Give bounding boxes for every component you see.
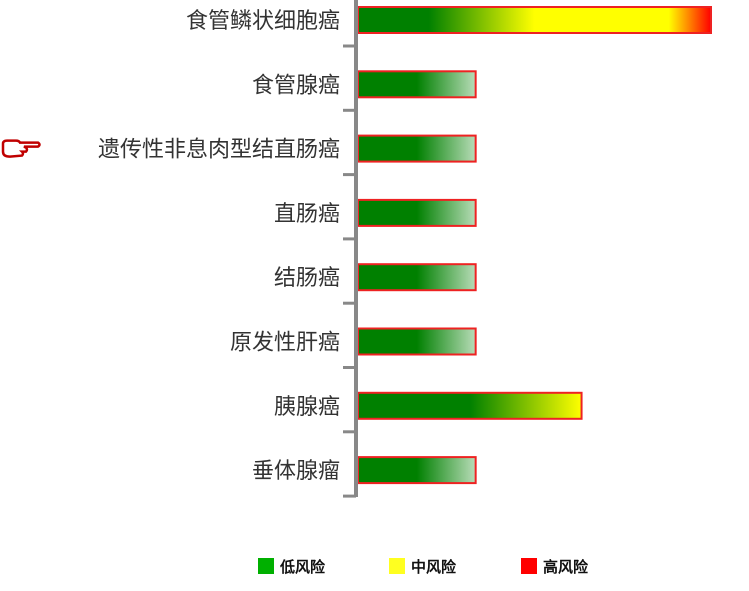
category-label: 直肠癌 [274,202,340,227]
category-label: 食管腺癌 [252,73,340,98]
bar-6 [357,391,583,420]
legend-swatch [258,558,274,574]
category-label: 原发性肝癌 [230,331,340,356]
bar-0 [357,6,712,34]
legend-label: 低风险 [279,558,326,576]
category-label: 垂体腺瘤 [252,459,340,484]
bar-2 [357,134,477,163]
legend-swatch [389,558,405,574]
pointing-hand-icon [1,139,41,158]
bar-3 [357,198,477,227]
category-label: 食管鳞状细胞癌 [186,9,340,34]
category-label: 遗传性非息肉型结直肠癌 [98,138,340,163]
legend-item[interactable]: 低风险 [258,558,326,576]
legend-item[interactable]: 高风险 [521,558,589,576]
legend-item[interactable]: 中风险 [389,558,457,576]
legend-swatch [521,558,537,574]
category-label: 胰腺癌 [274,395,340,420]
bar-7 [357,456,477,485]
bar-1 [357,70,477,99]
bar-4 [357,263,477,292]
bar-5 [357,327,477,356]
legend-label: 高风险 [543,558,589,576]
legend-label: 中风险 [411,558,457,576]
category-label: 结肠癌 [274,266,340,291]
